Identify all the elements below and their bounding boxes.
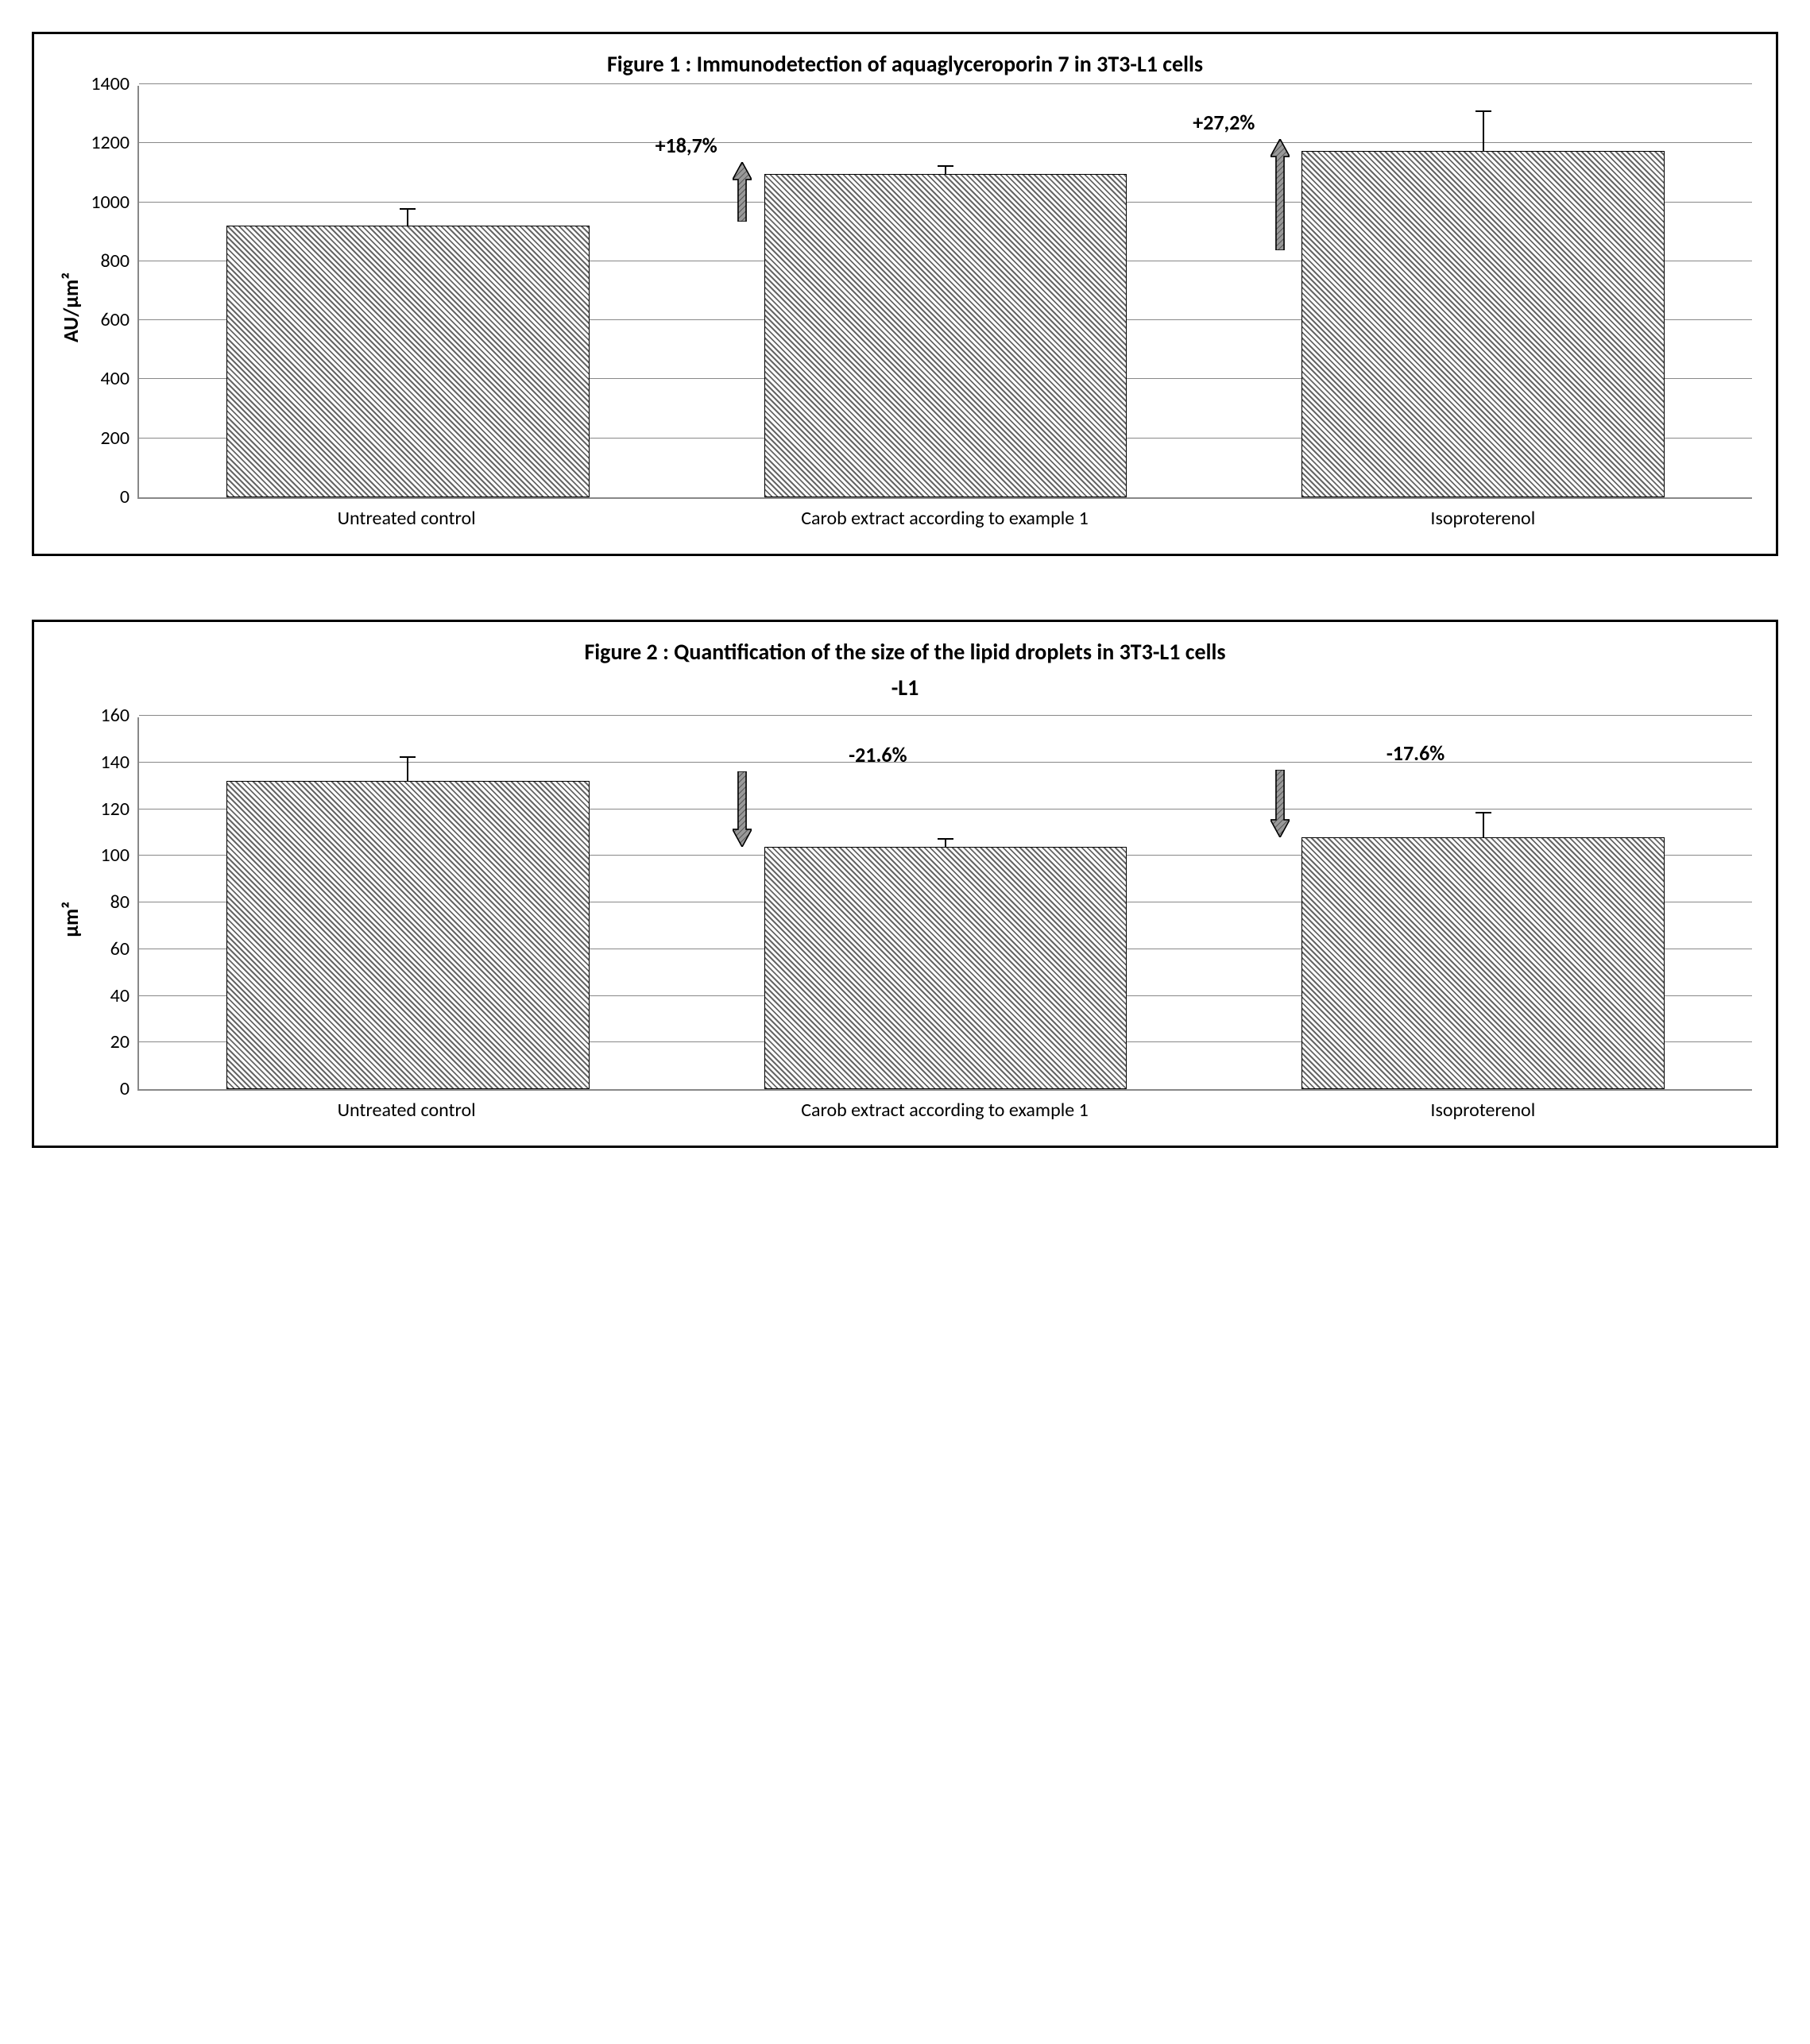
figure-2-plot: -21.6% -17.6% <box>137 717 1752 1091</box>
error-cap <box>1475 110 1491 112</box>
bar-slot: -17.6% <box>1241 717 1725 1089</box>
figure-1-bars: +18,7% +27,2% <box>139 86 1752 497</box>
ytick-label: 1000 <box>91 191 130 214</box>
error-cap <box>938 838 953 840</box>
annotation-label: +18,7% <box>656 133 717 158</box>
error-bar <box>1483 813 1484 837</box>
bar <box>1301 837 1665 1089</box>
xtick-label: Carob extract according to example 1 <box>702 1099 1187 1122</box>
ytick-label: 140 <box>101 751 130 774</box>
error-bar <box>945 840 946 847</box>
xtick-label: Carob extract according to example 1 <box>702 507 1187 530</box>
figure-1-xticks: Untreated control Carob extract according… <box>137 507 1752 530</box>
error-cap <box>400 208 416 210</box>
xtick-label: Untreated control <box>164 507 649 530</box>
gridline <box>139 715 1752 716</box>
figure-1: Figure 1 : Immunodetection of aquaglycer… <box>32 32 1778 556</box>
figure-2-xticks: Untreated control Carob extract according… <box>137 1099 1752 1122</box>
figure-1-ylabel: AU/µm² <box>58 272 83 342</box>
bar <box>764 847 1127 1090</box>
error-cap <box>938 165 953 167</box>
annotation-label: -21.6% <box>849 742 907 767</box>
figure-1-yticks: 0200400600800100012001400 <box>90 86 137 499</box>
ytick-label: 80 <box>110 891 130 914</box>
figure-2-chart: µm² 020406080100120140160 -21.6% -17.6% … <box>58 717 1752 1122</box>
bar-slot: +18,7% <box>703 86 1187 497</box>
bar-slot <box>166 717 650 1089</box>
xtick-label: Untreated control <box>164 1099 649 1122</box>
figure-1-plot: +18,7% +27,2% <box>137 86 1752 499</box>
annotation-label: +27,2% <box>1193 110 1255 135</box>
figure-2-bars: -21.6% -17.6% <box>139 717 1752 1089</box>
ytick-label: 400 <box>101 367 130 390</box>
arrow-up-icon <box>733 162 752 226</box>
ytick-label: 60 <box>110 937 130 960</box>
ytick-label: 800 <box>101 249 130 272</box>
gridline <box>139 83 1752 84</box>
ytick-label: 160 <box>101 704 130 727</box>
error-cap <box>1475 812 1491 813</box>
bar-slot <box>166 86 650 497</box>
xtick-label: Isoproterenol <box>1241 1099 1726 1122</box>
figure-1-title: Figure 1 : Immunodetection of aquaglycer… <box>58 50 1752 78</box>
ytick-label: 200 <box>101 427 130 450</box>
bar <box>226 226 590 497</box>
ytick-label: 20 <box>110 1030 130 1053</box>
ytick-label: 1200 <box>91 131 130 154</box>
xtick-label: Isoproterenol <box>1241 507 1726 530</box>
bar <box>1301 151 1665 497</box>
bar-slot: -21.6% <box>703 717 1187 1089</box>
error-bar <box>407 758 408 781</box>
arrow-down-icon <box>1270 770 1290 841</box>
figure-2: Figure 2 : Quantification of the size of… <box>32 620 1778 1148</box>
figure-2-ylabel: µm² <box>58 902 83 937</box>
ytick-label: 120 <box>101 798 130 821</box>
figure-2-title: Figure 2 : Quantification of the size of… <box>58 638 1752 666</box>
ytick-label: 600 <box>101 308 130 331</box>
arrow-down-icon <box>733 771 752 851</box>
ytick-label: 0 <box>120 1077 130 1100</box>
error-bar <box>945 167 946 174</box>
ytick-label: 40 <box>110 984 130 1007</box>
ytick-label: 0 <box>120 485 130 508</box>
bar <box>226 781 590 1089</box>
arrow-up-icon <box>1270 139 1290 254</box>
error-bar <box>407 210 408 226</box>
figure-2-subtitle: -L1 <box>58 674 1752 701</box>
figure-1-chart: AU/µm² 0200400600800100012001400 +18,7% … <box>58 86 1752 530</box>
bar <box>764 174 1127 497</box>
ytick-label: 1400 <box>91 72 130 95</box>
bar-slot: +27,2% <box>1241 86 1725 497</box>
error-bar <box>1483 112 1484 150</box>
error-cap <box>400 756 416 758</box>
ytick-label: 100 <box>101 844 130 867</box>
figure-2-yticks: 020406080100120140160 <box>90 717 137 1091</box>
annotation-label: -17.6% <box>1387 740 1445 766</box>
